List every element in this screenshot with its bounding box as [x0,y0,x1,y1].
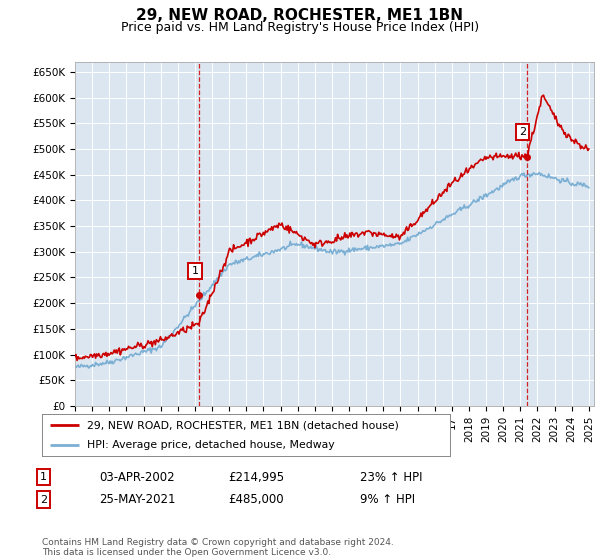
Text: 2: 2 [519,127,526,137]
Text: 29, NEW ROAD, ROCHESTER, ME1 1BN: 29, NEW ROAD, ROCHESTER, ME1 1BN [137,8,464,24]
Text: 29, NEW ROAD, ROCHESTER, ME1 1BN (detached house): 29, NEW ROAD, ROCHESTER, ME1 1BN (detach… [87,421,399,430]
Text: 9% ↑ HPI: 9% ↑ HPI [360,493,415,506]
Text: 03-APR-2002: 03-APR-2002 [99,470,175,484]
Text: £214,995: £214,995 [228,470,284,484]
Text: 1: 1 [191,266,199,276]
Text: 23% ↑ HPI: 23% ↑ HPI [360,470,422,484]
Text: 1: 1 [40,472,47,482]
Text: 2: 2 [40,494,47,505]
Text: £485,000: £485,000 [228,493,284,506]
Text: Contains HM Land Registry data © Crown copyright and database right 2024.
This d: Contains HM Land Registry data © Crown c… [42,538,394,557]
Text: HPI: Average price, detached house, Medway: HPI: Average price, detached house, Medw… [87,440,335,450]
Text: 25-MAY-2021: 25-MAY-2021 [99,493,176,506]
Text: Price paid vs. HM Land Registry's House Price Index (HPI): Price paid vs. HM Land Registry's House … [121,21,479,34]
